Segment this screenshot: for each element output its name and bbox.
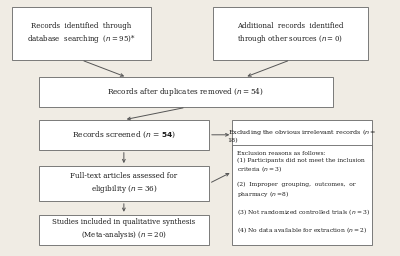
Text: Additional  records  identified
through other sources ($n$ = 0): Additional records identified through ot…	[237, 22, 344, 45]
Text: Records  identified  through
database  searching  ($n$ = 95)*: Records identified through database sear…	[27, 22, 136, 45]
FancyBboxPatch shape	[39, 166, 209, 201]
Text: Studies included in qualitative synthesis
(Meta-analysis) ($n$ = 20): Studies included in qualitative synthesi…	[52, 218, 196, 241]
FancyBboxPatch shape	[232, 145, 372, 245]
FancyBboxPatch shape	[39, 120, 209, 150]
FancyBboxPatch shape	[213, 7, 368, 60]
Text: Excluding the obvious irrelevant records ($n$ =
18): Excluding the obvious irrelevant records…	[228, 127, 376, 143]
Text: Exclusion reasons as follows:
(1) Participants did not meet the inclusion
criter: Exclusion reasons as follows: (1) Partic…	[237, 151, 370, 235]
FancyBboxPatch shape	[39, 77, 333, 107]
FancyBboxPatch shape	[39, 215, 209, 245]
FancyBboxPatch shape	[12, 7, 151, 60]
Text: Records screened ($n$ = $\bf{54}$): Records screened ($n$ = $\bf{54}$)	[72, 130, 176, 140]
FancyBboxPatch shape	[232, 120, 372, 150]
Text: Full-text articles assessed for
eligibility ($n$ = 36): Full-text articles assessed for eligibil…	[70, 172, 178, 195]
Text: Records after duplicates removed ($n$ = 54): Records after duplicates removed ($n$ = …	[108, 86, 264, 98]
